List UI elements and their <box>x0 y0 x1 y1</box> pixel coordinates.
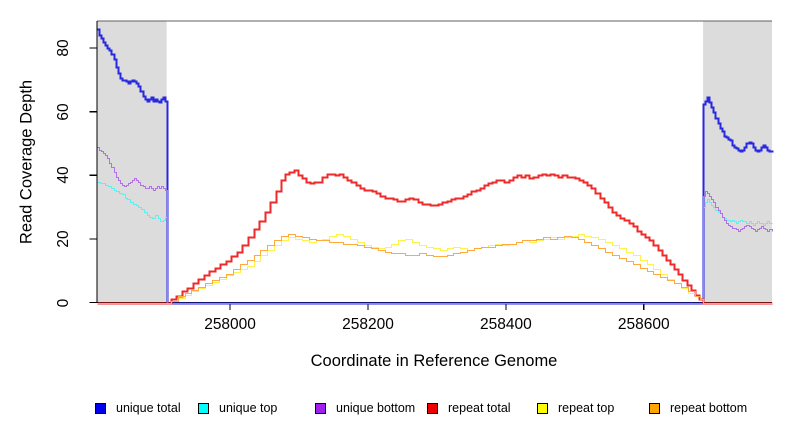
x-tick-label: 258600 <box>617 316 670 333</box>
x-axis-title: Coordinate in Reference Genome <box>310 352 558 370</box>
legend-label: repeat total <box>448 401 511 415</box>
chart-legend: unique total unique top unique bottom re… <box>0 398 792 422</box>
legend-swatch-unique-bottom <box>315 402 326 414</box>
shaded-region <box>97 21 167 303</box>
legend-swatch-repeat-top <box>537 402 548 414</box>
legend-label: repeat bottom <box>670 401 748 415</box>
series-unique-bottom <box>97 146 774 305</box>
legend-item-unique-bottom: unique bottom <box>315 398 415 418</box>
series-repeat-total <box>97 169 773 305</box>
legend-label: unique bottom <box>336 401 416 415</box>
y-axis-title: Read Coverage Depth <box>17 79 36 245</box>
y-tick-label: 60 <box>55 103 72 121</box>
series-repeat-bottom <box>97 233 773 305</box>
legend-item-repeat-total: repeat total <box>427 398 511 418</box>
legend-item-unique-total: unique total <box>95 398 181 418</box>
legend-item-unique-top: unique top <box>198 398 277 418</box>
x-tick-label: 258000 <box>204 316 256 333</box>
legend-swatch-unique-top <box>198 402 209 414</box>
y-tick-label: 20 <box>55 230 72 248</box>
y-tick-label: 80 <box>55 39 72 57</box>
legend-label: unique total <box>116 401 181 415</box>
y-tick-label: 0 <box>55 298 72 307</box>
y-tick-label: 40 <box>55 166 72 184</box>
legend-swatch-repeat-bottom <box>649 402 660 414</box>
series-repeat-top <box>97 233 773 305</box>
legend-label: unique top <box>219 401 278 415</box>
series-unique-top <box>97 181 773 305</box>
legend-item-repeat-top: repeat top <box>537 398 614 418</box>
shaded-region <box>703 21 772 303</box>
x-tick-label: 258400 <box>479 316 532 333</box>
legend-item-repeat-bottom: repeat bottom <box>649 398 747 418</box>
legend-swatch-repeat-total <box>427 402 438 414</box>
x-tick-label: 258200 <box>342 316 394 333</box>
legend-label: repeat top <box>558 401 615 415</box>
legend-swatch-unique-total <box>95 402 106 414</box>
